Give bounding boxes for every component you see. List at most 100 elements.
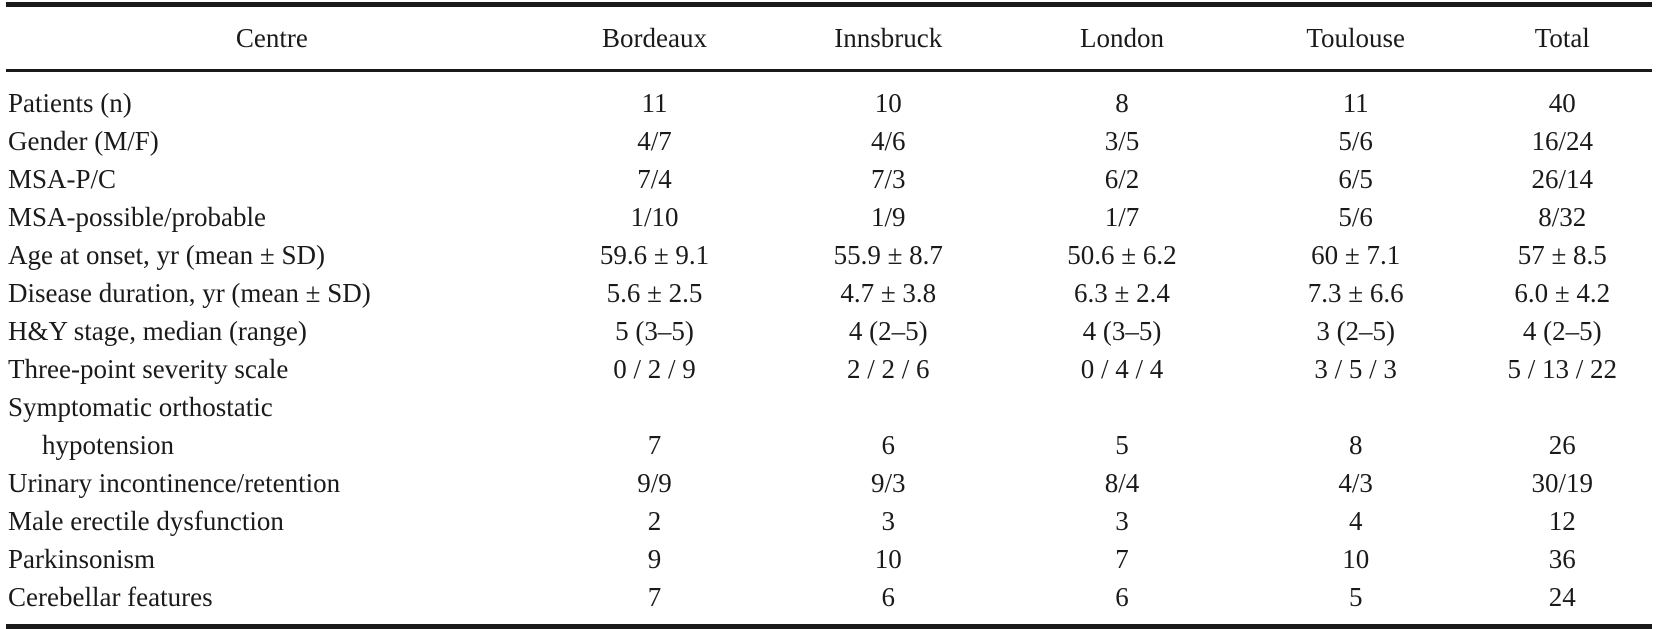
cell-value: 7	[647, 430, 662, 460]
cell-value: 4.7 ± 3.8	[840, 278, 937, 308]
cell-value: 2	[647, 506, 662, 536]
cell-value: 50.6 ± 6.2	[1067, 240, 1177, 270]
table-body: Patients (n) 11 10 8 11 40 Gender (M/F) …	[6, 71, 1652, 627]
cell-value: 6.0 ± 4.2	[1514, 278, 1611, 308]
cell-value: 7.3 ± 6.6	[1307, 278, 1404, 308]
cell-value: 60 ± 7.1	[1311, 240, 1401, 270]
table-row-msa-possible-probable: MSA-possible/probable 1/10 1/9 1/7 5/6 8…	[6, 198, 1652, 236]
cell-value: 2 / 2 / 6	[846, 354, 930, 384]
cell-value: 36	[1548, 544, 1576, 574]
cell-value: 7	[1115, 544, 1129, 574]
row-label: MSA-P/C	[8, 164, 117, 194]
table-row-symptomatic-orthostatic: Symptomatic orthostatic	[6, 388, 1652, 426]
cell-value: 59.6 ± 9.1	[599, 240, 710, 270]
row-label: Urinary incontinence/retention	[8, 468, 341, 498]
cell-value: 55.9 ± 8.7	[833, 240, 943, 270]
cell-value: 3 / 5 / 3	[1314, 354, 1397, 384]
cell-value: 1/9	[870, 202, 906, 232]
cell-value: 6.3 ± 2.4	[1074, 278, 1170, 308]
row-label: Age at onset, yr (mean ± SD)	[8, 240, 325, 270]
cell-value: 8/32	[1538, 202, 1587, 232]
table-row-gender: Gender (M/F) 4/7 4/6 3/5 5/6 16/24	[6, 122, 1652, 160]
cell-value: 6/2	[1104, 164, 1140, 194]
row-label: hypotension	[42, 430, 174, 460]
cell-value: 5 (3–5)	[615, 316, 694, 346]
row-label: Patients (n)	[8, 88, 132, 118]
table-header-row: Centre Bordeaux Innsbruck London Toulous…	[6, 4, 1652, 72]
cell-value: 8	[1348, 430, 1363, 460]
cell-value: 12	[1548, 506, 1576, 536]
cell-value: 4/3	[1338, 468, 1373, 498]
cell-value: 5/6	[1338, 202, 1373, 232]
cell-value: 6/5	[1338, 164, 1373, 194]
cell-value: 3 (2–5)	[1316, 316, 1396, 346]
cell-value: 11	[641, 88, 668, 118]
cell-value: 4/6	[870, 126, 906, 156]
cell-value: 1/7	[1104, 202, 1140, 232]
cell-value: 0 / 4 / 4	[1080, 354, 1164, 384]
cell-value: 10	[874, 544, 902, 574]
row-label: Symptomatic orthostatic	[8, 392, 273, 422]
row-label: Male erectile dysfunction	[8, 506, 284, 536]
table-row-cerebellar: Cerebellar features 7 6 6 5 24	[6, 578, 1652, 627]
row-label: Gender (M/F)	[8, 126, 159, 156]
cell-value	[1005, 388, 1239, 426]
cell-value: 9	[647, 544, 662, 574]
cell-value: 40	[1548, 88, 1576, 118]
cell-value	[771, 388, 1005, 426]
column-header-centre: Centre	[6, 4, 538, 72]
cell-value: 9/9	[637, 468, 672, 498]
patient-characteristics-table: Centre Bordeaux Innsbruck London Toulous…	[6, 2, 1652, 629]
table-row-severity-scale: Three-point severity scale 0 / 2 / 9 2 /…	[6, 350, 1652, 388]
cell-value: 7	[647, 582, 662, 612]
row-label: Parkinsonism	[8, 544, 156, 574]
cell-value: 4 (3–5)	[1082, 316, 1162, 346]
row-label: MSA-possible/probable	[8, 202, 266, 232]
cell-value	[1239, 388, 1473, 426]
table-row-erectile-dysfunction: Male erectile dysfunction 2 3 3 4 12	[6, 502, 1652, 540]
cell-value: 7/4	[637, 164, 672, 194]
table-row-parkinsonism: Parkinsonism 9 10 7 10 36	[6, 540, 1652, 578]
cell-value: 26/14	[1531, 164, 1594, 194]
cell-value: 10	[1342, 544, 1370, 574]
cell-value: 4	[1348, 506, 1363, 536]
table-row-hy-stage: H&Y stage, median (range) 5 (3–5) 4 (2–5…	[6, 312, 1652, 350]
cell-value: 5.6 ± 2.5	[606, 278, 703, 308]
cell-value: 1/10	[630, 202, 679, 232]
column-header-total: Total	[1472, 4, 1652, 72]
cell-value: 6	[881, 430, 896, 460]
cell-value: 3	[881, 506, 896, 536]
cell-value: 5	[1115, 430, 1129, 460]
row-label: Three-point severity scale	[8, 354, 289, 384]
cell-value: 6	[1115, 582, 1129, 612]
cell-value: 26	[1548, 430, 1576, 460]
column-header-innsbruck: Innsbruck	[771, 4, 1006, 72]
cell-value: 30/19	[1531, 468, 1594, 498]
cell-value: 6	[881, 582, 896, 612]
cell-value: 9/3	[870, 468, 906, 498]
cell-value: 5/6	[1338, 126, 1373, 156]
cell-value: 57 ± 8.5	[1517, 240, 1607, 270]
table-header: Centre Bordeaux Innsbruck London Toulous…	[6, 4, 1652, 72]
cell-value: 3/5	[1104, 126, 1140, 156]
cell-value: 16/24	[1531, 126, 1594, 156]
cell-value: 5 / 13 / 22	[1507, 354, 1618, 384]
cell-value: 7/3	[870, 164, 906, 194]
table-row-urinary: Urinary incontinence/retention 9/9 9/3 8…	[6, 464, 1652, 502]
cell-value: 8	[1115, 88, 1129, 118]
table-row-age-at-onset: Age at onset, yr (mean ± SD) 59.6 ± 9.1 …	[6, 236, 1652, 274]
column-header-toulouse: Toulouse	[1238, 4, 1473, 72]
cell-value: 0 / 2 / 9	[613, 354, 696, 384]
cell-value: 4/7	[637, 126, 672, 156]
cell-value	[538, 388, 772, 426]
cell-value: 11	[1342, 88, 1369, 118]
row-label: H&Y stage, median (range)	[8, 316, 307, 346]
cell-value: 8/4	[1104, 468, 1140, 498]
cell-value: 4 (2–5)	[848, 316, 928, 346]
table-row-disease-duration: Disease duration, yr (mean ± SD) 5.6 ± 2…	[6, 274, 1652, 312]
column-header-bordeaux: Bordeaux	[537, 4, 772, 72]
cell-value: 3	[1115, 506, 1129, 536]
cell-value: 10	[874, 88, 902, 118]
table-row-msa-pc: MSA-P/C 7/4 7/3 6/2 6/5 26/14	[6, 160, 1652, 198]
